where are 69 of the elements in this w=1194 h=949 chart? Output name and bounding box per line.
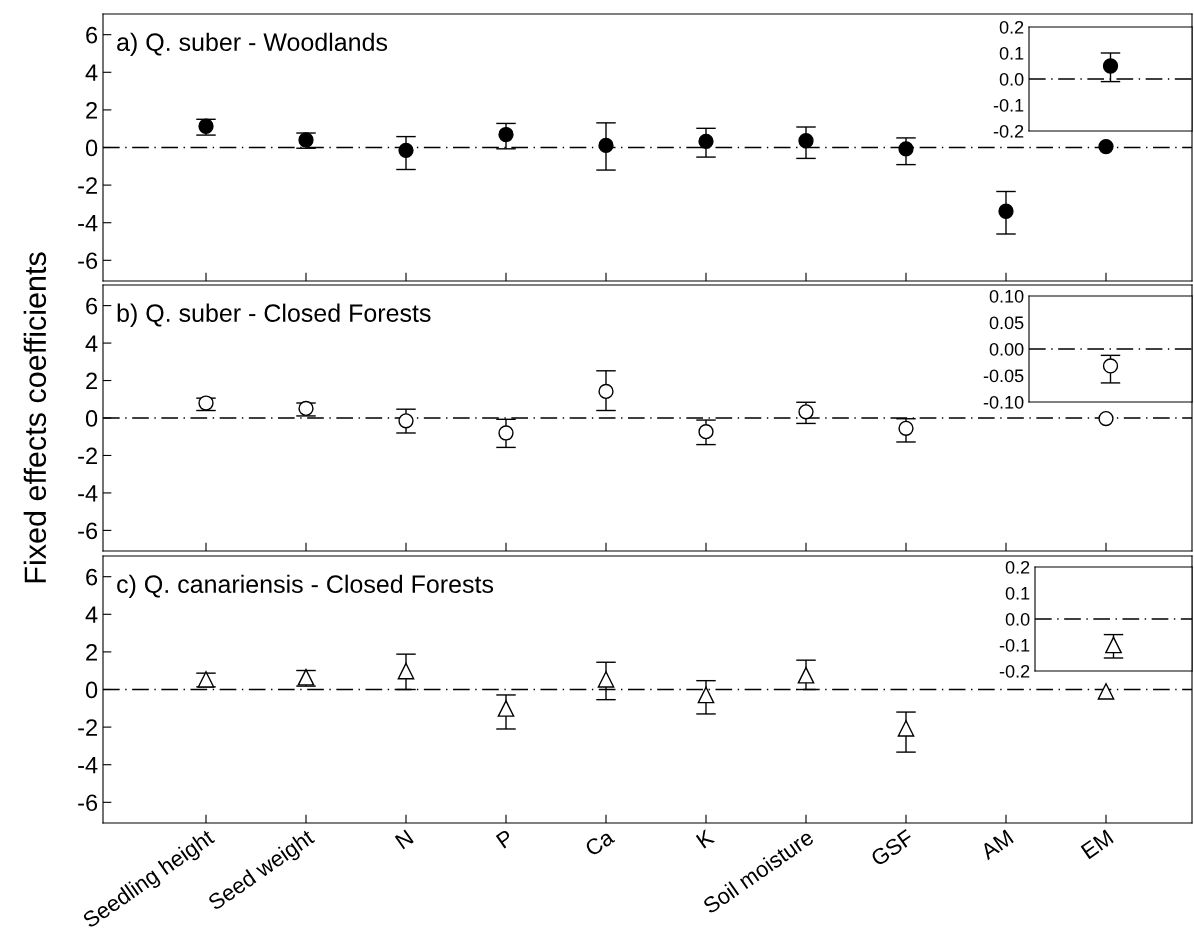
y-tick-label: -4 — [78, 485, 98, 502]
y-tick-label: 2 — [86, 372, 97, 390]
point — [597, 671, 615, 688]
y-tick-label: 0.00 — [989, 342, 1024, 356]
y-tick-label: 0 — [85, 410, 98, 427]
y-tick-label: -0.2 — [999, 664, 1030, 678]
point — [697, 686, 715, 704]
x-tick-label: Ca — [583, 828, 616, 857]
y-tick-label: 4 — [85, 64, 98, 81]
y-tick-label: -2 — [78, 447, 97, 465]
point — [998, 203, 1014, 219]
y-tick-label: -6 — [78, 522, 98, 540]
y-tick-label: -0.1 — [999, 638, 1030, 652]
y-tick-label: -2 — [78, 719, 97, 736]
point — [897, 720, 915, 737]
point — [798, 133, 814, 149]
text: a) Q. suber - Woodlands — [117, 32, 388, 56]
y-tick-label: 6 — [86, 297, 98, 315]
y-tick-label: 0.05 — [989, 316, 1024, 330]
point — [598, 383, 614, 400]
point — [898, 420, 914, 436]
point — [398, 142, 414, 158]
point — [398, 413, 414, 429]
point — [1098, 410, 1114, 427]
point — [898, 141, 914, 157]
y-tick-label: 6 — [86, 26, 98, 44]
x-tick-label: GSF — [869, 828, 915, 867]
text: c) Q. canariensis - Closed Forests — [117, 574, 494, 598]
point — [798, 404, 814, 420]
point — [598, 137, 614, 154]
y-tick-label: 0.1 — [1005, 586, 1030, 600]
x-tick-label: EM — [1080, 829, 1114, 860]
point — [397, 662, 415, 680]
y-tick-label: 0.0 — [1005, 612, 1030, 626]
y-tick-label: -0.2 — [993, 124, 1024, 138]
y-tick-label: 2 — [86, 643, 97, 661]
point — [1097, 683, 1115, 700]
point — [698, 133, 714, 149]
y-tick-label: -6 — [78, 794, 98, 812]
point — [698, 424, 714, 440]
x-tick-label: N — [394, 829, 414, 850]
x-tick-label: P — [495, 829, 515, 849]
y-tick-label: 0.0 — [999, 72, 1024, 86]
x-tick-label: AM — [979, 829, 1014, 861]
y-tick-label: -4 — [78, 215, 98, 232]
y-tick-label: 0 — [85, 681, 98, 699]
y-tick-label: 0.2 — [999, 20, 1024, 34]
point — [497, 700, 515, 717]
x-tick-label: K — [695, 828, 716, 849]
y-tick-label: -4 — [78, 757, 98, 774]
y-tick-label: 2 — [86, 101, 97, 119]
point — [797, 666, 815, 684]
point — [498, 126, 514, 143]
y-tick-label: -6 — [78, 252, 98, 270]
y-tick-label: -0.10 — [983, 395, 1024, 409]
y-tick-label: -0.1 — [993, 98, 1024, 112]
point — [1098, 138, 1114, 155]
y-tick-label: 0 — [85, 139, 98, 157]
y-tick-label: -0.05 — [983, 369, 1024, 383]
y-tick-label: 4 — [85, 606, 98, 623]
y-tick-label: 0.2 — [1005, 560, 1030, 574]
y-tick-label: 0.1 — [999, 46, 1024, 60]
text: b) Q. suber - Closed Forests — [117, 303, 431, 327]
y-tick-label: 0.10 — [989, 289, 1024, 303]
y-tick-label: 4 — [85, 335, 98, 352]
point — [498, 425, 514, 441]
y-tick-label: 6 — [86, 568, 98, 586]
y-axis-title: Fixed effects coefficients — [23, 252, 47, 583]
y-tick-label: -2 — [78, 177, 97, 194]
